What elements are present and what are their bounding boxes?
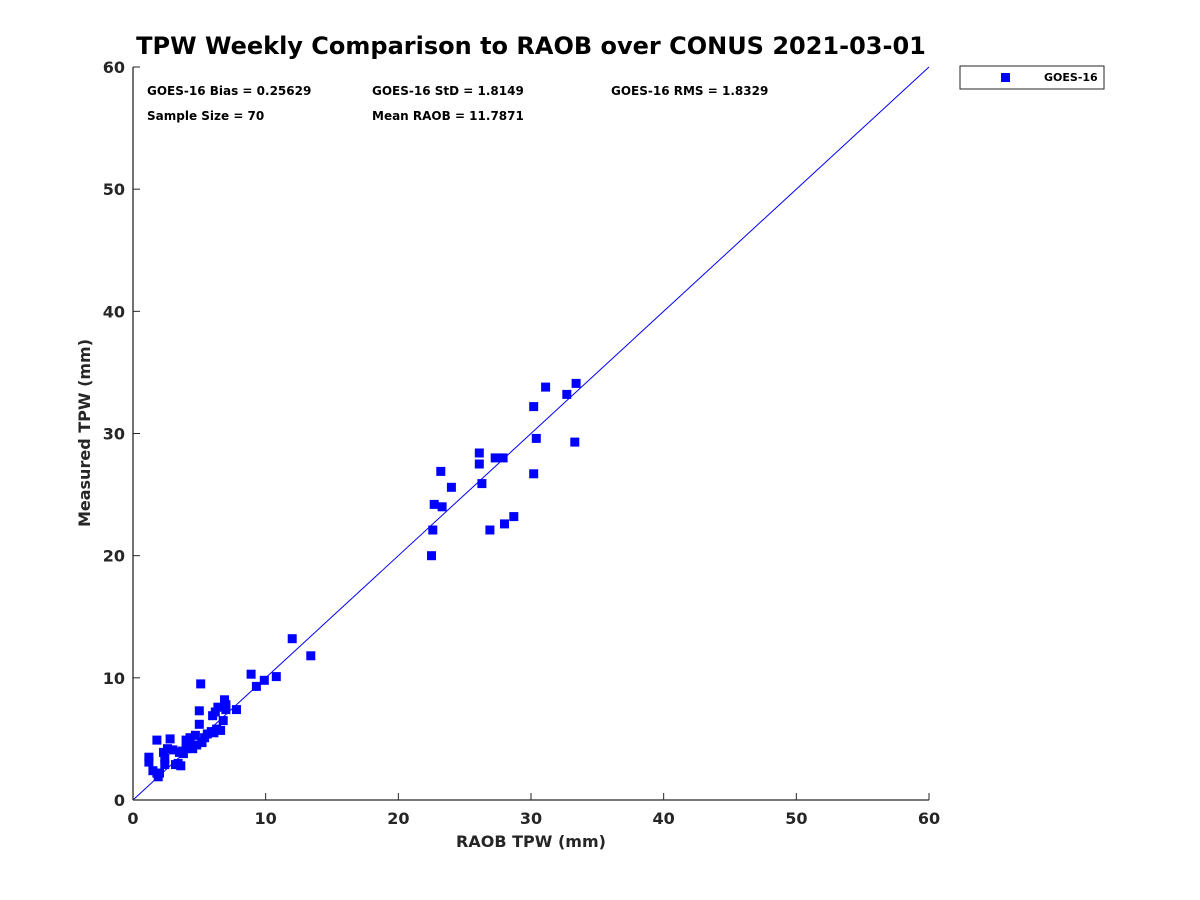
y-axis-label: Measured TPW (mm) [75,339,94,527]
data-point [306,651,316,661]
data-point [163,744,172,754]
data-point [210,707,220,717]
data-point [178,749,188,759]
data-point [271,672,281,682]
data-point [165,734,175,744]
data-point [259,675,269,685]
scatter-points [144,378,581,782]
plot-area: 0 10 20 30 40 50 60 0 10 20 30 40 50 60 [103,58,940,828]
x-axis-ticks: 0 10 20 30 40 50 60 [127,793,940,828]
data-point [232,705,241,715]
x-axis-label: RAOB TPW (mm) [456,832,606,851]
data-point [474,448,484,458]
data-point [571,378,581,388]
data-point [485,525,495,535]
y-tick-label: 30 [103,425,125,444]
x-tick-label: 10 [255,809,277,828]
chart-title: TPW Weekly Comparison to RAOB over CONUS… [136,32,926,60]
data-point [216,725,226,735]
data-point [221,705,231,715]
data-point [218,716,228,726]
x-tick-label: 40 [653,809,675,828]
data-point [429,499,439,509]
y-tick-label: 10 [103,669,125,688]
stat-mean-raob: Mean RAOB = 11.7871 [372,109,524,123]
stat-sample-size: Sample Size = 70 [147,109,264,123]
data-point [570,437,580,447]
legend-marker-square [1001,73,1010,82]
data-point [160,760,170,770]
data-point [477,479,487,489]
y-axis-ticks: 0 10 20 30 40 50 60 [103,58,140,810]
data-point [246,669,256,679]
data-point [194,706,204,716]
data-point [437,502,447,512]
data-point [541,382,551,392]
data-point [220,695,229,705]
data-point [185,733,195,743]
data-point [446,482,456,492]
data-point [498,453,508,463]
stat-bias: GOES-16 Bias = 0.25629 [147,84,311,98]
data-point [500,519,509,529]
data-point [168,745,178,755]
data-point [529,469,539,479]
y-tick-label: 40 [103,302,125,321]
legend: GOES-16 [959,65,1105,90]
x-tick-label: 0 [127,809,138,828]
data-point [213,702,223,712]
data-point [144,757,154,767]
data-point [436,466,446,476]
y-tick-label: 0 [114,791,125,810]
data-point [152,735,162,745]
data-point [197,738,207,748]
x-tick-label: 60 [918,809,940,828]
data-point [490,453,500,463]
data-point [474,459,484,469]
data-point [176,761,186,771]
data-point [192,740,202,750]
data-point [144,752,154,762]
data-point [531,433,541,443]
x-tick-label: 20 [387,809,409,828]
data-point [160,754,170,763]
legend-label-goes16: GOES-16 [1044,71,1098,84]
x-tick-label: 30 [520,809,542,828]
statistics-annotations: GOES-16 Bias = 0.25629 GOES-16 StD = 1.8… [147,84,768,123]
data-point [428,525,438,535]
stat-rms: GOES-16 RMS = 1.8329 [611,84,768,98]
data-point [196,679,206,689]
y-tick-label: 60 [103,58,125,77]
y-tick-label: 50 [103,180,125,199]
data-point [155,768,164,778]
y-tick-label: 20 [103,547,125,566]
data-point [287,634,297,644]
data-point [221,700,231,710]
data-point [562,389,572,399]
data-point [190,730,200,740]
stat-std: GOES-16 StD = 1.8149 [372,84,524,98]
data-point [509,512,519,522]
data-point [529,402,539,412]
legend-box [959,65,1105,90]
data-point [251,681,261,691]
x-tick-label: 50 [785,809,807,828]
data-point [194,719,204,729]
data-point [427,551,436,561]
